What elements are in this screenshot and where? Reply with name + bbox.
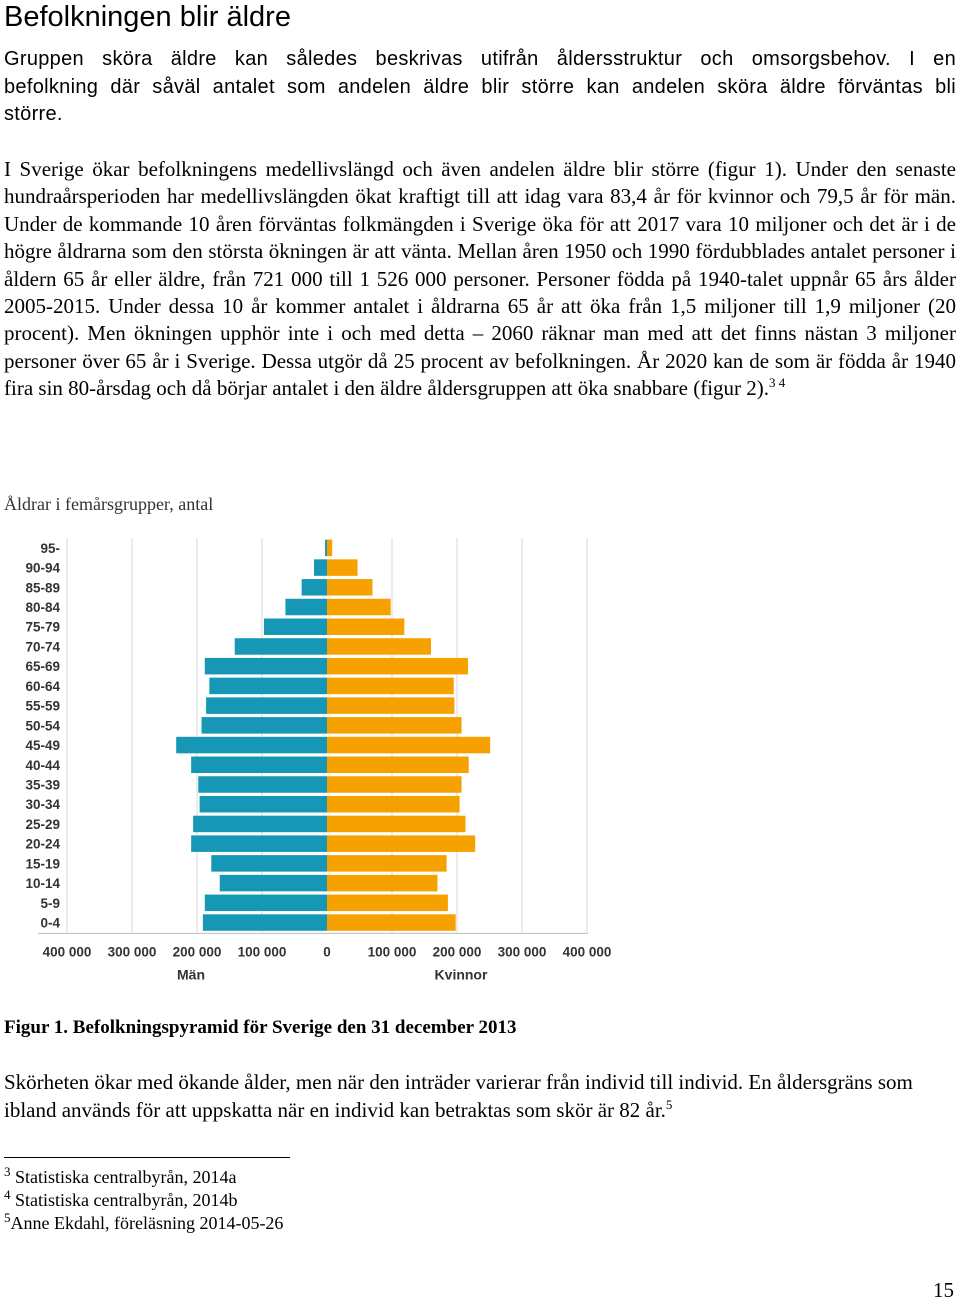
bar-women-70-74	[327, 638, 431, 655]
footnote-ref-5: 5	[665, 1097, 673, 1112]
x-tick-label: 100 000	[368, 944, 417, 959]
bar-women-20-24	[327, 835, 476, 852]
bar-men-80-84	[285, 598, 327, 616]
bar-women-35-39	[327, 776, 462, 793]
bar-men-65-69	[204, 657, 327, 675]
bar-men-15-19	[211, 855, 327, 872]
bar-women-25-29	[327, 815, 466, 833]
bar-women-40-44	[327, 756, 469, 774]
figure-caption: Figur 1. Befolkningspyramid för Sverige …	[4, 1017, 517, 1038]
bar-women-75-79	[327, 618, 405, 635]
bar-women-80-84	[327, 598, 391, 616]
age-tick-label: 20-24	[25, 837, 60, 852]
bar-men-70-74	[234, 638, 327, 655]
age-tick-label: 40-44	[25, 758, 60, 773]
footnote-number: 4	[4, 1187, 11, 1202]
footnotes: 3 Statistiska centralbyrån, 2014a 4 Stat…	[4, 1164, 284, 1235]
paragraph-intro: Gruppen sköra äldre kan således beskriva…	[4, 48, 956, 125]
paragraph-life-expectancy-text: I Sverige ökar befolkningens medellivslä…	[4, 157, 956, 401]
bar-men-40-44	[191, 756, 327, 774]
age-tick-label: 50-54	[25, 718, 60, 733]
bar-women-5-9	[327, 894, 448, 912]
bar-men-50-54	[201, 717, 327, 734]
bar-men-30-34	[199, 795, 327, 813]
chart-subtitle: Åldrar i femårsgrupper, antal	[4, 494, 214, 514]
bar-men-90-94	[314, 559, 327, 576]
paragraph-frailty: Skörheten ökar med ökande ålder, men när…	[4, 1068, 944, 1124]
age-tick-label: 45-49	[25, 738, 60, 753]
age-tick-label: 60-64	[25, 679, 60, 694]
bar-women-60-64	[327, 677, 454, 695]
bar-women-50-54	[327, 717, 462, 734]
x-tick-label: 200 000	[433, 944, 482, 959]
age-tick-label: 95-	[40, 541, 60, 556]
bar-men-35-39	[198, 776, 327, 793]
x-tick-label: 400 000	[563, 944, 612, 959]
bar-women-0-4	[327, 914, 456, 931]
bar-men-75-79	[263, 618, 327, 635]
bar-men-10-14	[219, 874, 327, 892]
footnote-text: Statistiska centralbyrån, 2014a	[10, 1167, 237, 1187]
bar-men-95-	[325, 539, 327, 557]
footnote-number: 5	[4, 1210, 11, 1225]
footnote-ref-3-4: 3 4	[769, 375, 786, 391]
bar-women-45-49	[327, 736, 491, 754]
footnote-number: 3	[4, 1164, 11, 1179]
footnote-3: 3 Statistiska centralbyrån, 2014a	[4, 1164, 283, 1189]
footnote-text: Anne Ekdahl, föreläsning 2014-05-26	[10, 1213, 284, 1233]
bar-men-25-29	[193, 815, 327, 833]
x-tick-label: 300 000	[108, 944, 157, 959]
x-tick-label: 300 000	[498, 944, 547, 959]
paragraph-frailty-text: Skörheten ökar med ökande ålder, men när…	[4, 1070, 913, 1122]
bar-women-10-14	[327, 874, 438, 892]
age-tick-label: 5-9	[40, 896, 60, 911]
age-tick-label: 90-94	[25, 561, 60, 576]
age-tick-label: 25-29	[25, 817, 60, 832]
x-tick-label: 0	[323, 944, 331, 959]
age-tick-label: 80-84	[25, 600, 60, 615]
bar-men-85-89	[301, 579, 327, 596]
bar-men-5-9	[204, 894, 327, 912]
bar-women-15-19	[327, 855, 447, 872]
age-tick-label: 65-69	[25, 659, 60, 674]
age-tick-label: 75-79	[25, 620, 60, 635]
bar-women-55-59	[327, 697, 455, 714]
x-tick-label: 400 000	[43, 944, 92, 959]
x-tick-label: 100 000	[238, 944, 287, 959]
bar-women-90-94	[327, 559, 358, 576]
age-tick-label: 85-89	[25, 580, 60, 595]
page-number: 15	[933, 1278, 954, 1302]
age-tick-label: 30-34	[25, 797, 60, 812]
age-tick-label: 0-4	[40, 916, 60, 931]
age-tick-label: 10-14	[25, 876, 60, 891]
age-tick-label: 15-19	[25, 856, 60, 871]
x-tick-label: 200 000	[173, 944, 222, 959]
bar-women-95-	[327, 539, 333, 557]
paragraph-life-expectancy: I Sverige ökar befolkningens medellivslä…	[4, 156, 956, 403]
footnote-separator	[4, 1157, 290, 1158]
bar-men-60-64	[209, 677, 327, 695]
bar-women-85-89	[327, 579, 373, 596]
bar-men-20-24	[191, 835, 327, 852]
bar-men-55-59	[206, 697, 327, 714]
footnote-5: 5Anne Ekdahl, föreläsning 2014-05-26	[4, 1210, 284, 1235]
bar-men-45-49	[176, 736, 327, 754]
age-tick-label: 35-39	[25, 778, 60, 793]
population-pyramid-chart: 95- 90-94 85-89 80-84 75-79 70-74 65-69 60-64 55…	[25, 538, 612, 982]
age-tick-label: 70-74	[25, 639, 60, 654]
bar-men-0-4	[202, 914, 327, 931]
series-label-men: Män	[177, 966, 205, 982]
bar-women-65-69	[327, 657, 469, 675]
series-label-women: Kvinnor	[435, 966, 488, 982]
footnote-4: 4 Statistiska centralbyrån, 2014b	[4, 1187, 283, 1212]
section-heading: Befolkningen blir äldre	[4, 1, 291, 33]
footnote-text: Statistiska centralbyrån, 2014b	[10, 1190, 238, 1210]
bar-women-30-34	[327, 795, 460, 813]
age-tick-label: 55-59	[25, 699, 60, 714]
